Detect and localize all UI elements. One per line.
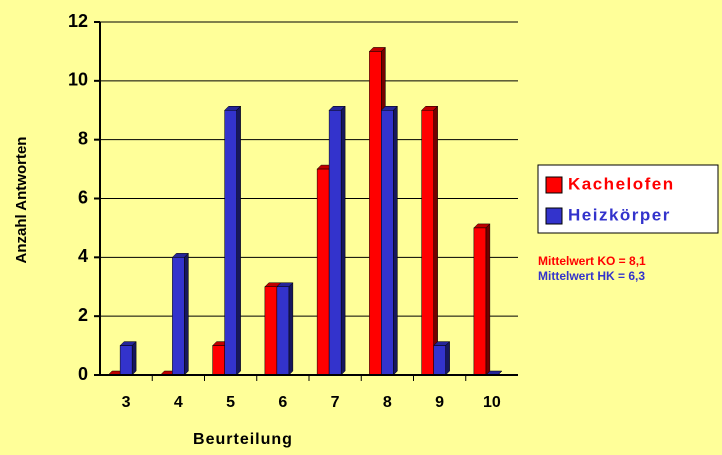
y-tick-label: 4 xyxy=(78,246,88,266)
bar xyxy=(328,105,346,376)
bar-front xyxy=(381,110,394,376)
x-tick-label: 4 xyxy=(174,394,183,411)
bar-side xyxy=(485,223,491,376)
x-tick-label: 5 xyxy=(226,394,235,411)
bar-side xyxy=(131,340,137,376)
bar xyxy=(119,340,137,376)
bar-side xyxy=(433,105,438,376)
y-axis-label: Anzahl Antworten xyxy=(13,137,30,264)
bar-front xyxy=(328,110,342,376)
x-tick-label: 9 xyxy=(435,394,444,411)
x-tick-label: 10 xyxy=(483,394,501,411)
bar xyxy=(380,105,398,376)
x-axis-label: Beurteilung xyxy=(193,431,293,448)
x-tick-label: 6 xyxy=(278,394,287,411)
y-tick-label: 12 xyxy=(68,11,88,31)
bar-side xyxy=(445,340,450,376)
bar-side xyxy=(393,105,398,376)
bar-front xyxy=(433,345,446,376)
legend-label: Kachelofen xyxy=(568,174,675,193)
bar xyxy=(421,105,439,376)
bar-side xyxy=(236,105,241,376)
bar-side xyxy=(288,282,294,376)
x-tick-label: 8 xyxy=(383,394,392,411)
legend-box xyxy=(537,164,719,234)
bar xyxy=(433,340,451,376)
bar-front xyxy=(212,345,225,376)
bar-front xyxy=(276,286,290,376)
bar-front xyxy=(473,227,487,376)
bar-side xyxy=(497,370,503,376)
bar-front xyxy=(421,110,434,376)
legend-swatch xyxy=(545,207,563,225)
bar xyxy=(473,223,491,376)
bar-front xyxy=(172,257,185,376)
x-tick-label: 3 xyxy=(122,394,131,411)
bar xyxy=(276,282,294,376)
bar-front xyxy=(264,286,278,376)
legend-label: Heizkörper xyxy=(568,205,671,224)
y-tick-label: 2 xyxy=(78,305,88,325)
bar-front xyxy=(119,345,133,376)
y-tick-label: 6 xyxy=(78,187,88,207)
bar-front xyxy=(224,110,237,376)
annotation: Mittelwert KO = 8,1 xyxy=(538,254,646,268)
bar xyxy=(224,105,242,376)
bar-side xyxy=(340,105,346,376)
y-tick-label: 10 xyxy=(68,70,88,90)
bar-side xyxy=(184,252,189,376)
legend-swatch xyxy=(545,176,563,194)
annotation: Mittelwert HK = 6,3 xyxy=(538,269,645,283)
y-tick-label: 0 xyxy=(78,364,88,384)
bar xyxy=(171,252,189,376)
y-tick-label: 8 xyxy=(78,128,88,148)
bar-front xyxy=(369,51,382,376)
bar-front xyxy=(316,168,330,376)
x-tick-label: 7 xyxy=(331,394,340,411)
